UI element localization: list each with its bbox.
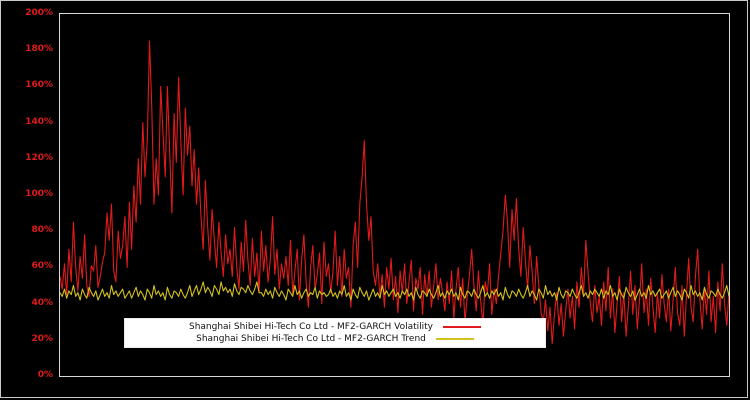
plot-svg (60, 40, 729, 344)
legend-item-volatility: Shanghai Shibei Hi-Tech Co Ltd - MF2-GAR… (131, 322, 539, 332)
legend: Shanghai Shibei Hi-Tech Co Ltd - MF2-GAR… (124, 318, 546, 348)
legend-label-volatility: Shanghai Shibei Hi-Tech Co Ltd - MF2-GAR… (188, 322, 433, 332)
y-tick-label: 180% (25, 44, 53, 55)
y-tick-label: 200% (25, 8, 53, 18)
legend-line-sample (435, 338, 474, 340)
y-tick-label: 120% (25, 152, 53, 163)
legend-label-trend: Shanghai Shibei Hi-Tech Co Ltd - MF2-GAR… (196, 334, 426, 344)
legend-item-trend: Shanghai Shibei Hi-Tech Co Ltd - MF2-GAR… (131, 334, 539, 344)
y-tick-label: 40% (31, 297, 53, 308)
y-tick-label: 160% (25, 80, 53, 91)
y-tick-label: 20% (31, 333, 53, 344)
y-tick-label: 60% (31, 261, 53, 272)
series-line (60, 281, 729, 301)
y-tick-label: 80% (31, 225, 53, 236)
y-axis: 0% 20% 40% 60% 80% 100% 120% 140% 160% 180% 200% (1, 8, 53, 380)
legend-line-sample (443, 326, 481, 328)
y-tick-label: 0% (37, 370, 53, 380)
plot-area: Shanghai Shibei Hi-Tech Co Ltd - MF2-GAR… (59, 13, 730, 377)
series-line (60, 40, 729, 344)
y-tick-label: 100% (25, 189, 53, 199)
y-tick-label: 140% (25, 116, 53, 127)
